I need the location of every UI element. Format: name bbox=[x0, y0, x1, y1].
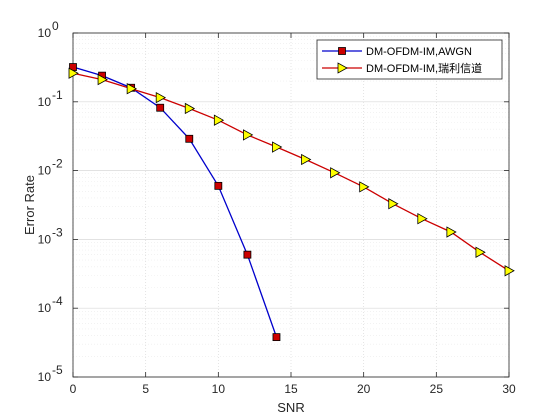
axis-ticks: 10-510-410-310-210-110 00 5 10 15 20 25 30 bbox=[38, 19, 516, 396]
legend-label-awgn: DM-OFDM-IM,AWGN bbox=[366, 46, 472, 58]
data-point bbox=[504, 265, 515, 277]
data-point bbox=[388, 198, 399, 210]
data-point bbox=[243, 250, 252, 259]
legend-marker-rayleigh bbox=[337, 62, 348, 74]
data-point bbox=[213, 114, 225, 126]
data-point bbox=[475, 246, 486, 258]
data-point bbox=[185, 134, 194, 143]
y-tick-exponent: -1 bbox=[52, 88, 63, 102]
data-point bbox=[359, 181, 370, 193]
data-point bbox=[242, 129, 254, 141]
y-tick-exponent: -5 bbox=[52, 363, 63, 377]
y-tick-exponent: -4 bbox=[52, 294, 63, 308]
grid bbox=[72, 32, 510, 378]
data-point bbox=[184, 102, 196, 115]
data-point bbox=[272, 333, 281, 342]
y-tick-exponent: -3 bbox=[52, 225, 63, 239]
data-point bbox=[446, 226, 457, 238]
y-tick-exponent: -2 bbox=[52, 157, 63, 171]
legend-label-rayleigh: DM-OFDM-IM,瑞利信道 bbox=[366, 61, 482, 75]
data-point bbox=[68, 67, 79, 79]
series-layer bbox=[68, 63, 515, 342]
data-point bbox=[156, 103, 165, 112]
data-point bbox=[155, 91, 167, 104]
x-tick-label: 10 bbox=[212, 382, 226, 396]
x-tick-label: 30 bbox=[502, 382, 516, 396]
y-tick-exponent: 0 bbox=[52, 19, 59, 33]
series-line-0 bbox=[72, 66, 278, 338]
y-tick-label: 10 bbox=[38, 95, 52, 109]
x-axis-label: SNR bbox=[277, 400, 304, 415]
x-tick-label: 20 bbox=[357, 382, 371, 396]
data-point bbox=[417, 213, 428, 225]
data-point bbox=[214, 181, 223, 190]
y-tick-label: 10 bbox=[38, 301, 52, 315]
data-point bbox=[126, 83, 137, 95]
data-point bbox=[272, 141, 283, 153]
series-line-1 bbox=[72, 72, 510, 272]
y-tick-label: 10 bbox=[38, 370, 52, 384]
data-point bbox=[330, 167, 341, 179]
y-axis-label: Error Rate bbox=[22, 175, 37, 235]
y-tick-label: 10 bbox=[38, 232, 52, 246]
x-tick-label: 25 bbox=[430, 382, 444, 396]
data-point bbox=[301, 153, 312, 166]
legend-box bbox=[316, 39, 503, 80]
y-tick-label: 10 bbox=[38, 164, 52, 178]
x-tick-label: 5 bbox=[142, 382, 149, 396]
legend: DM-OFDM-IM,AWGN DM-OFDM-IM,瑞利信道 bbox=[316, 39, 503, 80]
data-point bbox=[97, 73, 108, 86]
x-tick-label: 0 bbox=[70, 382, 77, 396]
y-tick-label: 10 bbox=[38, 26, 52, 40]
x-tick-label: 15 bbox=[284, 382, 298, 396]
legend-marker-awgn bbox=[338, 47, 346, 55]
